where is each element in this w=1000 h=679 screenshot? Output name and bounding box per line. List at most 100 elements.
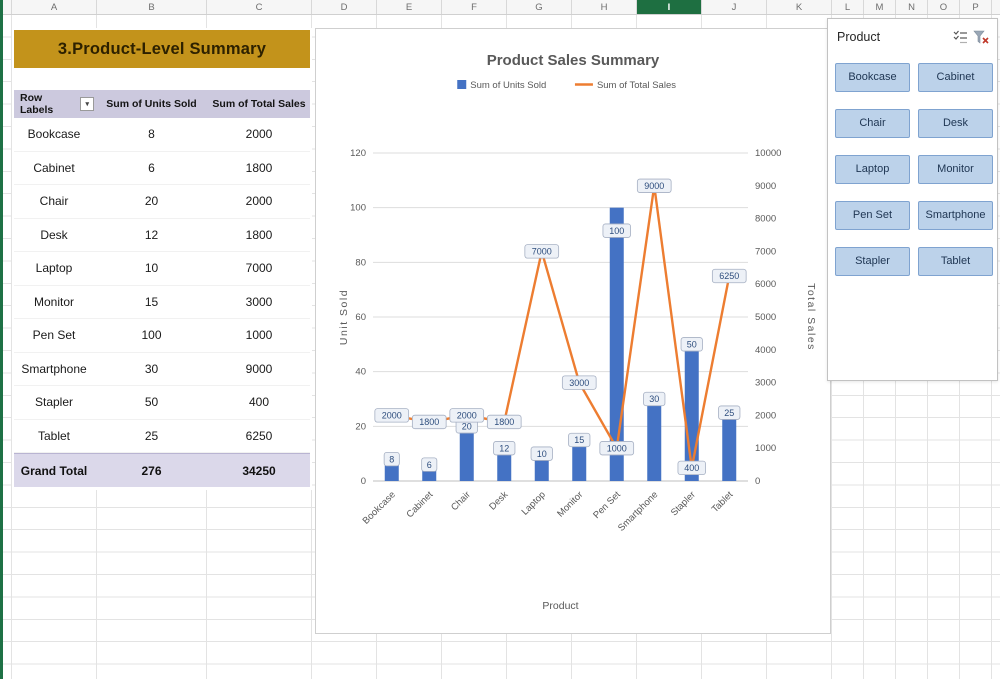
svg-text:120: 120	[350, 148, 366, 159]
units-cell: 15	[144, 294, 159, 309]
x-axis-labels: Bookcase Cabinet Chair Desk Laptop Monitor Pen…	[361, 489, 736, 534]
slicer-item-desk[interactable]: Desk	[918, 109, 993, 138]
table-row[interactable]: Laptop 10 7000	[14, 252, 310, 286]
bar	[572, 440, 587, 481]
data-label-box	[530, 446, 553, 461]
grand-total-sales: 34250	[242, 463, 276, 478]
slicer-item-monitor[interactable]: Monitor	[918, 155, 993, 184]
pivot-table: 3.Product-Level Summary Row Labels ▾ Sum…	[12, 28, 312, 490]
sales-chart[interactable]: 0 20 40 60 80 100 120 0 1000 2000 3000 4000 5000 6000…	[315, 28, 831, 634]
svg-text:Smartphone: Smartphone	[616, 489, 660, 533]
svg-text:80: 80	[355, 257, 366, 268]
svg-text:4000: 4000	[755, 345, 776, 356]
svg-text:9000: 9000	[755, 181, 776, 192]
left-axis-title: Unit Sold	[338, 289, 350, 345]
slicer-items: Bookcase Cabinet Chair Desk Laptop Monitor Pen…	[828, 47, 997, 276]
column-header-G[interactable]: G	[507, 0, 572, 14]
svg-text:Tablet: Tablet	[710, 489, 736, 515]
svg-text:25: 25	[724, 408, 734, 418]
svg-text:1800: 1800	[494, 417, 514, 427]
grand-total-row[interactable]: Grand Total 276 34250	[14, 453, 310, 487]
slicer-item-stapler[interactable]: Stapler	[835, 247, 910, 276]
filter-dropdown-icon[interactable]: ▾	[80, 97, 94, 111]
svg-text:3000: 3000	[569, 378, 589, 388]
sales-cell: 3000	[245, 294, 273, 309]
units-cell: 50	[144, 395, 159, 410]
svg-text:10000: 10000	[755, 148, 781, 159]
column-header-B[interactable]: B	[97, 0, 207, 14]
table-row[interactable]: Pen Set 100 1000	[14, 319, 310, 353]
data-label-box	[599, 441, 635, 456]
column-header-Q[interactable]: Q	[992, 0, 1000, 14]
multi-select-icon[interactable]	[951, 29, 969, 45]
data-label-box	[524, 244, 560, 259]
data-label-box	[374, 408, 410, 423]
table-row[interactable]: Bookcase 8 2000	[14, 118, 310, 152]
row-label-cell: Bookcase	[27, 127, 81, 142]
table-row[interactable]: Desk 12 1800	[14, 219, 310, 252]
clear-filter-icon[interactable]	[972, 29, 990, 45]
column-header-K[interactable]: K	[767, 0, 832, 14]
svg-text:1000: 1000	[607, 443, 627, 453]
column-header-L[interactable]: L	[832, 0, 864, 14]
units-header: Sum of Units Sold	[106, 98, 197, 110]
column-header-I[interactable]: I	[637, 0, 702, 14]
corner-cell	[0, 0, 12, 14]
column-header-C[interactable]: C	[207, 0, 312, 14]
column-header-H[interactable]: H	[572, 0, 637, 14]
column-header-J[interactable]: J	[702, 0, 767, 14]
data-label-box	[636, 178, 672, 193]
svg-text:Bookcase: Bookcase	[361, 489, 398, 526]
table-row[interactable]: Stapler 50 400	[14, 386, 310, 420]
row-label-cell: Monitor	[33, 294, 74, 309]
pivot-header-row: Row Labels ▾ Sum of Units Sold Sum of To…	[14, 90, 310, 118]
column-header-N[interactable]: N	[896, 0, 928, 14]
data-label-box	[383, 451, 400, 467]
row-labels-header: Row Labels ▾	[14, 92, 94, 116]
svg-text:20: 20	[462, 422, 472, 432]
slicer-item-cabinet[interactable]: Cabinet	[918, 63, 993, 92]
svg-text:12: 12	[499, 443, 509, 453]
svg-text:30: 30	[649, 394, 659, 404]
sales-cell: 1800	[245, 160, 273, 175]
bar	[647, 399, 662, 481]
svg-text:0: 0	[361, 476, 366, 487]
svg-text:100: 100	[350, 203, 366, 214]
svg-text:Pen Set: Pen Set	[591, 489, 623, 521]
grid-gutter	[0, 15, 12, 679]
row-label-cell: Laptop	[35, 261, 73, 276]
table-row[interactable]: Chair 20 2000	[14, 185, 310, 219]
column-header-E[interactable]: E	[377, 0, 442, 14]
sales-line[interactable]	[391, 185, 731, 469]
svg-text:2000: 2000	[755, 410, 776, 421]
svg-text:Monitor: Monitor	[555, 489, 585, 519]
svg-text:9000: 9000	[644, 181, 664, 191]
table-row[interactable]: Cabinet 6 1800	[14, 152, 310, 185]
table-row[interactable]: Monitor 15 3000	[14, 286, 310, 319]
slicer-item-bookcase[interactable]: Bookcase	[835, 63, 910, 92]
row-labels-text: Row Labels	[20, 92, 54, 116]
data-label-box	[711, 268, 747, 284]
column-header-M[interactable]: M	[864, 0, 896, 14]
column-header-A[interactable]: A	[12, 0, 97, 14]
svg-text:15: 15	[574, 435, 584, 445]
column-header-O[interactable]: O	[928, 0, 960, 14]
sales-cell: 7000	[245, 261, 273, 276]
column-header-F[interactable]: F	[442, 0, 507, 14]
slicer-item-pen-set[interactable]: Pen Set	[835, 201, 910, 230]
table-row[interactable]: Smartphone 30 9000	[14, 353, 310, 386]
data-label-box	[643, 391, 666, 407]
slicer-item-smartphone[interactable]: Smartphone	[918, 201, 993, 230]
slicer-item-chair[interactable]: Chair	[835, 109, 910, 138]
slicer-item-tablet[interactable]: Tablet	[918, 247, 993, 276]
row-label-cell: Pen Set	[32, 328, 76, 343]
column-header-P[interactable]: P	[960, 0, 992, 14]
svg-text:7000: 7000	[532, 247, 552, 257]
svg-text:Sum of Total Sales: Sum of Total Sales	[597, 80, 676, 91]
table-row[interactable]: Tablet 25 6250	[14, 420, 310, 453]
sales-cell: 9000	[245, 361, 273, 376]
column-header-D[interactable]: D	[312, 0, 377, 14]
slicer-item-laptop[interactable]: Laptop	[835, 155, 910, 184]
row-label-cell: Cabinet	[33, 160, 75, 175]
svg-text:20: 20	[355, 421, 366, 432]
